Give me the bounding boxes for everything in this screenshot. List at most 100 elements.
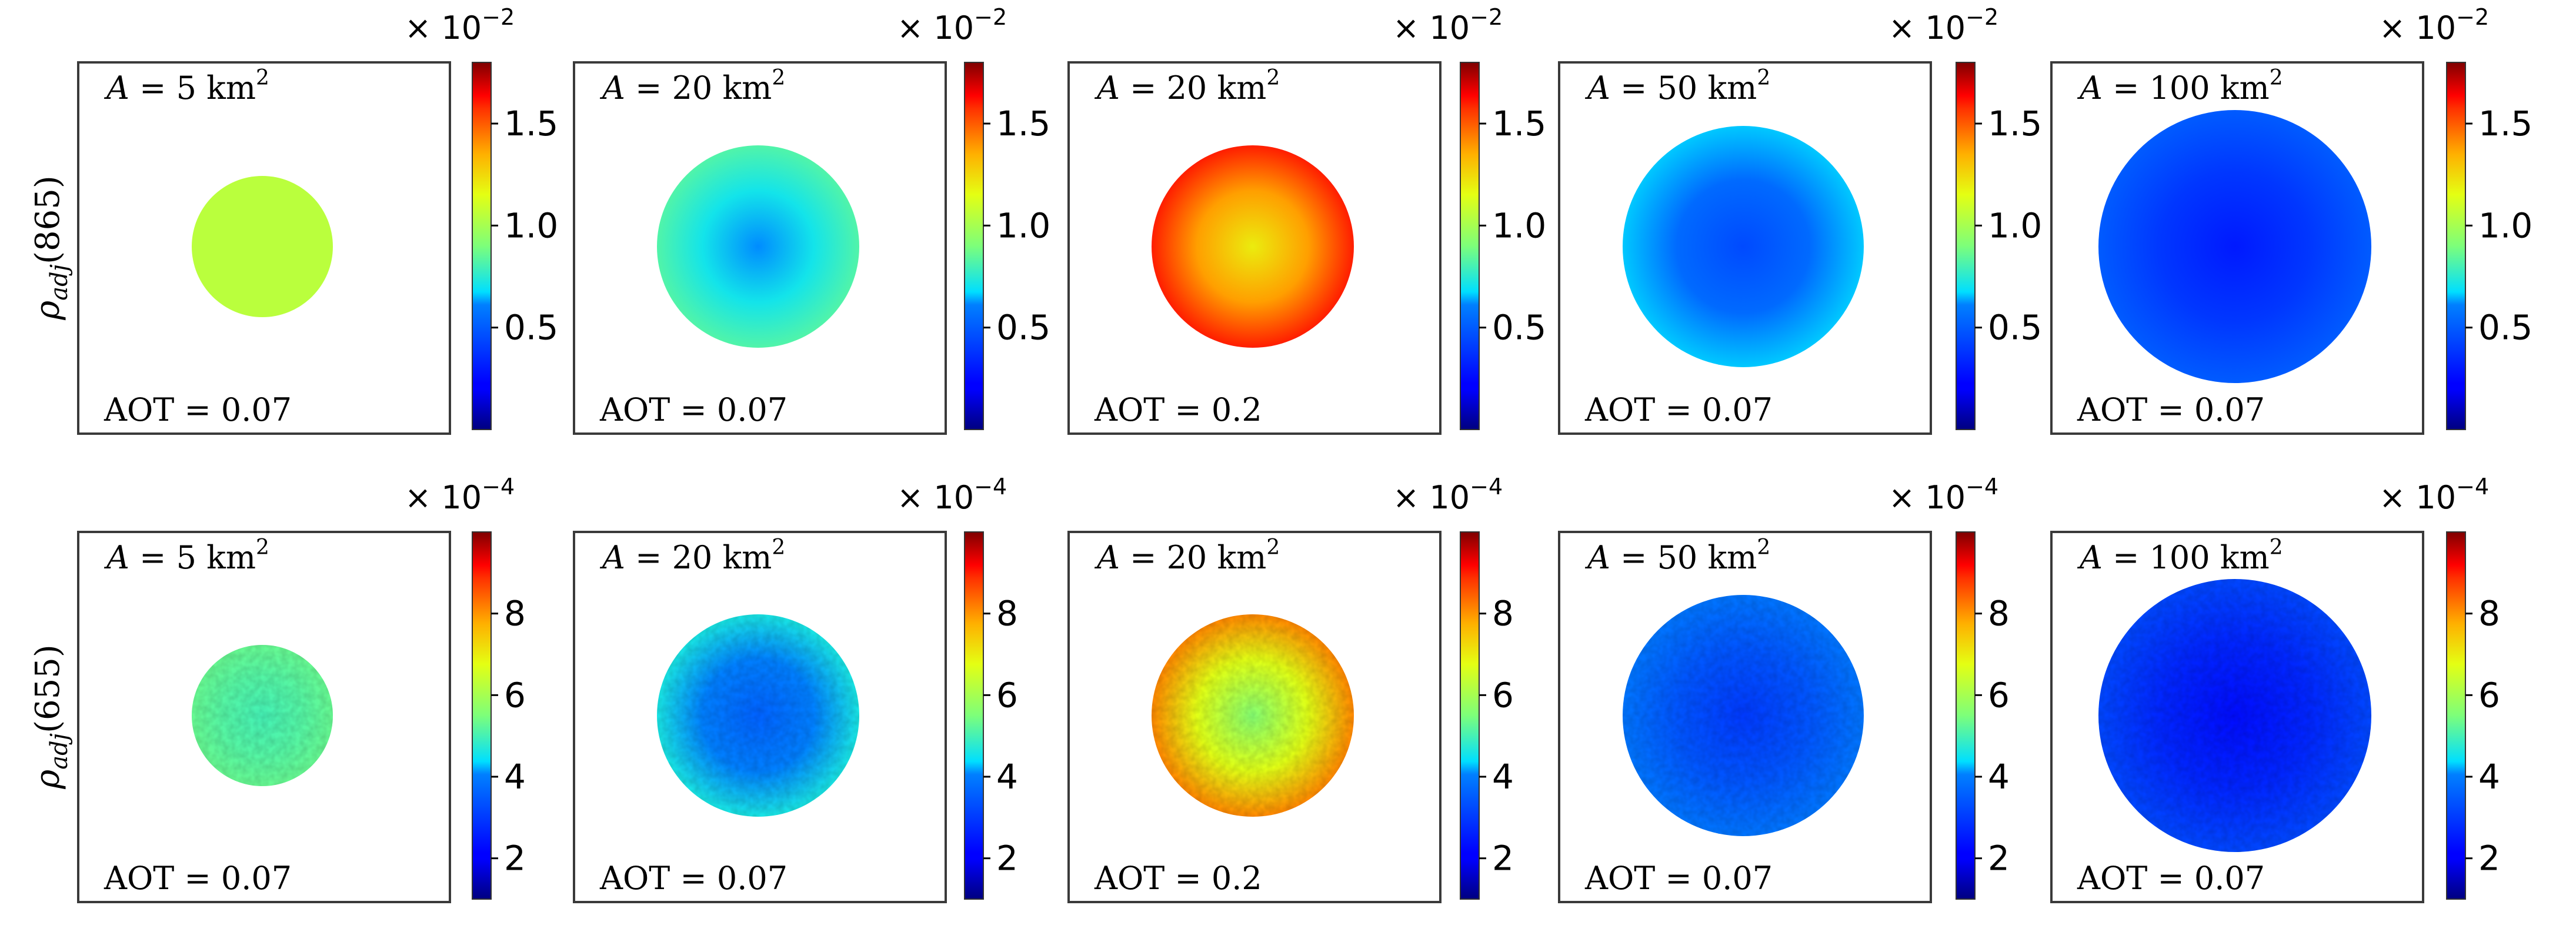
colorbar-tick-label: 2: [2478, 839, 2500, 879]
colorbar-r0-c2: 0.5 1.0 1.5 × 10−2: [1393, 4, 1546, 430]
colorbar-multiplier: × 10−2: [897, 4, 1007, 46]
colorbar-tick-label: 2: [996, 839, 1018, 879]
colorbar-tick-label: 2: [1492, 839, 1514, 879]
colorbar-tick-label: 4: [2478, 757, 2500, 797]
colorbar-tick-label: 0.5: [1492, 308, 1546, 348]
panel-r0-c4: A = 100 km2 AOT = 0.07: [2050, 61, 2424, 435]
area-label: A = 5 km2: [104, 66, 269, 107]
area-label: A = 5 km2: [104, 535, 269, 576]
panel-r0-c0: A = 5 km2 AOT = 0.07: [77, 61, 451, 435]
colorbar-tick-label: 4: [1988, 757, 2010, 797]
colorbar-gradient: [472, 531, 492, 900]
colorbar-tick-label: 6: [1492, 675, 1514, 715]
panel-r1-c4: A = 100 km2 AOT = 0.07: [2050, 531, 2424, 903]
disk-heatmap: [657, 145, 859, 348]
aot-label: AOT = 0.07: [104, 391, 292, 428]
aot-label: AOT = 0.2: [1094, 391, 1262, 428]
disk-heatmap: [192, 176, 333, 317]
colorbar-tick-label: 1.0: [1492, 205, 1546, 245]
colorbar-gradient: [1460, 531, 1480, 900]
colorbar-r1-c2: 2 4 6 8 × 10−4: [1393, 474, 1514, 900]
colorbars-layer: 0.5 1.0 1.5 × 10−2 0.5 1.0 1.5 × 10−2 0.5 1.0 1.5 ×…: [405, 4, 2532, 900]
colorbar-tick-label: 8: [1988, 594, 2010, 634]
colorbar-tick-label: 1.0: [504, 205, 558, 245]
panel-r1-c3: A = 50 km2 AOT = 0.07: [1558, 531, 1932, 903]
panel-r0-c2: A = 20 km2 AOT = 0.2: [1067, 61, 1442, 435]
colorbar-gradient: [1956, 62, 1976, 430]
aot-label: AOT = 0.07: [2077, 391, 2265, 428]
disk-noise-texture: [1152, 614, 1354, 817]
disk-heatmap: [1623, 126, 1864, 367]
area-label: A = 20 km2: [599, 535, 785, 576]
colorbar-tick-label: 8: [1492, 594, 1514, 634]
colorbar-multiplier: × 10−2: [405, 4, 515, 46]
area-label: A = 100 km2: [2077, 66, 2283, 107]
colorbar-multiplier: × 10−4: [1888, 474, 1998, 516]
colorbar-r0-c1: 0.5 1.0 1.5 × 10−2: [897, 4, 1050, 430]
colorbar-r1-c0: 2 4 6 8 × 10−4: [405, 474, 526, 900]
colorbar-tick-label: 8: [996, 594, 1018, 634]
row-ylabel: ρadj(655): [29, 644, 73, 789]
colorbar-tick-label: 1.0: [996, 205, 1050, 245]
aot-label: AOT = 0.07: [599, 391, 788, 428]
colorbar-tick-label: 1.5: [504, 104, 558, 144]
colorbar-tick-label: 1.5: [1492, 104, 1546, 144]
aot-label: AOT = 0.07: [1584, 391, 1773, 428]
colorbar-tick-label: 0.5: [996, 308, 1050, 348]
colorbar-r0-c0: 0.5 1.0 1.5 × 10−2: [405, 4, 558, 430]
aot-label: AOT = 0.07: [599, 860, 788, 897]
aot-label: AOT = 0.07: [104, 860, 292, 897]
aot-label: AOT = 0.07: [2077, 860, 2265, 897]
colorbar-tick-label: 1.5: [1988, 104, 2042, 144]
colorbar-tick-label: 8: [504, 594, 526, 634]
area-label: A = 20 km2: [1094, 66, 1280, 107]
area-label: A = 20 km2: [599, 66, 785, 107]
colorbar-r0-c3: 0.5 1.0 1.5 × 10−2: [1888, 4, 2042, 430]
colorbar-gradient: [1460, 62, 1480, 430]
colorbar-multiplier: × 10−2: [2379, 4, 2489, 46]
colorbar-r1-c1: 2 4 6 8 × 10−4: [897, 474, 1018, 900]
colorbar-multiplier: × 10−4: [1393, 474, 1503, 516]
colorbar-tick-label: 0.5: [504, 308, 558, 348]
disk-heatmap: [2098, 110, 2371, 383]
colorbar-tick-label: 1.5: [2478, 104, 2532, 144]
colorbar-tick-label: 6: [504, 675, 526, 715]
colorbar-tick-label: 1.5: [996, 104, 1050, 144]
colorbar-gradient: [964, 62, 984, 430]
colorbar-multiplier: × 10−2: [1393, 4, 1503, 46]
colorbar-gradient: [2446, 62, 2466, 430]
colorbar-tick-label: 2: [1988, 839, 2010, 879]
disk-noise-texture: [657, 614, 859, 817]
colorbar-tick-label: 6: [1988, 675, 2010, 715]
colorbar-r0-c4: 0.5 1.0 1.5 × 10−2: [2379, 4, 2532, 430]
colorbar-gradient: [472, 62, 492, 430]
row-ylabel: ρadj(865): [29, 175, 73, 320]
aot-label: AOT = 0.07: [1584, 860, 1773, 897]
colorbar-multiplier: × 10−2: [1888, 4, 1998, 46]
colorbar-tick-label: 8: [2478, 594, 2500, 634]
disk-heatmap: [1152, 145, 1354, 348]
colorbar-multiplier: × 10−4: [405, 474, 515, 516]
area-label: A = 20 km2: [1094, 535, 1280, 576]
panel-r0-c1: A = 20 km2 AOT = 0.07: [573, 61, 947, 435]
panel-r0-c3: A = 50 km2 AOT = 0.07: [1558, 61, 1932, 435]
row-labels-layer: ρadj(865) ρadj(655): [29, 175, 73, 789]
colorbar-tick-label: 1.0: [2478, 205, 2532, 245]
area-label: A = 50 km2: [1584, 66, 1770, 107]
colorbar-tick-label: 0.5: [2478, 308, 2532, 348]
disk-noise-texture: [2098, 579, 2371, 852]
colorbar-tick-label: 4: [1492, 757, 1514, 797]
area-label: A = 50 km2: [1584, 535, 1770, 576]
panel-r1-c1: A = 20 km2 AOT = 0.07: [573, 531, 947, 903]
colorbar-gradient: [964, 531, 984, 900]
colorbar-tick-label: 0.5: [1988, 308, 2042, 348]
colorbar-tick-label: 4: [996, 757, 1018, 797]
colorbar-multiplier: × 10−4: [2379, 474, 2489, 516]
area-label: A = 100 km2: [2077, 535, 2283, 576]
colorbar-tick-label: 6: [2478, 675, 2500, 715]
disk-noise-texture: [1623, 595, 1864, 836]
colorbar-tick-label: 1.0: [1988, 205, 2042, 245]
panel-r1-c0: A = 5 km2 AOT = 0.07: [77, 531, 451, 903]
